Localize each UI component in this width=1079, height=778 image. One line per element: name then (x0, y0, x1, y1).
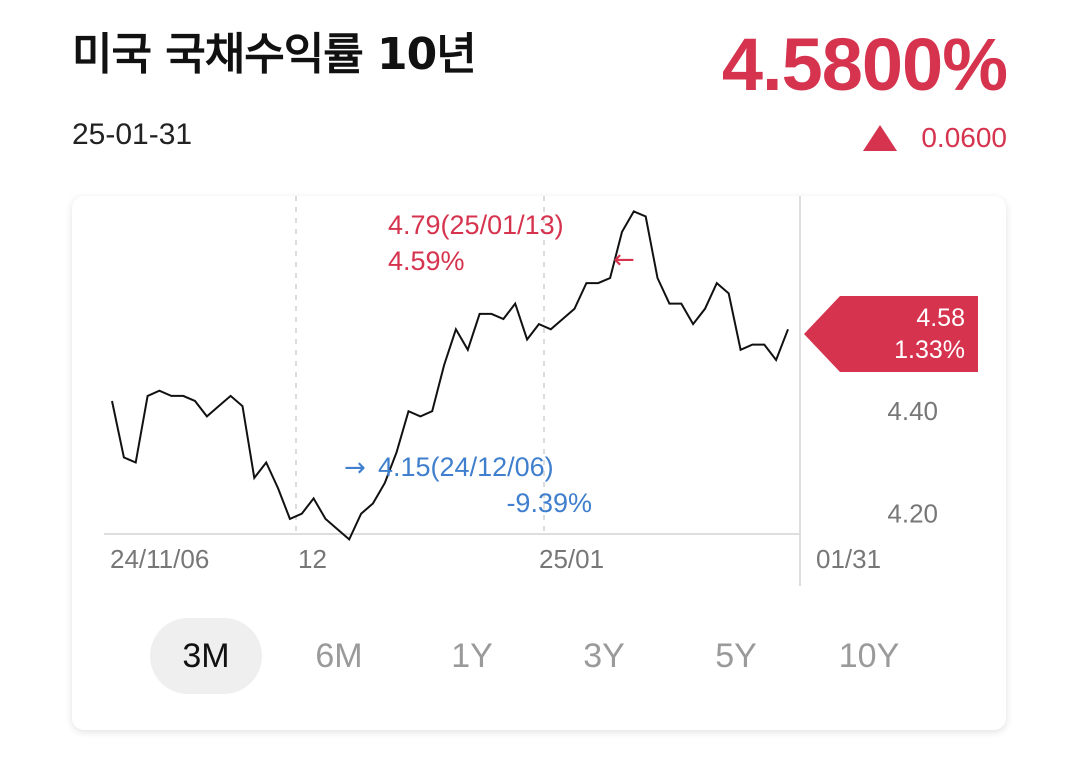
x-tick-label: 25/01 (539, 544, 604, 574)
low-annotation-label: 4.15(24/12/06) (378, 452, 554, 482)
low-arrow-icon: → (344, 453, 366, 483)
y-tick-label: 4.20 (887, 499, 938, 529)
current-tag-value: 4.58 (916, 304, 965, 332)
change-value: 0.0600 (921, 122, 1007, 153)
yield-line (111, 210, 789, 542)
tab-1y[interactable]: 1Y (451, 637, 493, 675)
x-tick-label: 24/11/06 (110, 544, 209, 574)
tab-3y[interactable]: 3Y (583, 637, 625, 675)
high-annotation-label: 4.79(25/01/13) (388, 210, 564, 240)
current-yield: 4.5800% (721, 23, 1008, 106)
tab-6m[interactable]: 6M (315, 637, 363, 675)
x-tick-label: 12 (298, 544, 327, 574)
tab-3m[interactable]: 3M (150, 618, 262, 694)
yield-chart[interactable]: 4.20 4.40 24/11/06 12 25/01 01/31 4.79(2… (72, 196, 1006, 606)
current-tag-pct: 1.33% (894, 336, 965, 364)
current-value-tag (804, 296, 978, 372)
as-of-date: 25-01-31 (72, 118, 193, 151)
tab-10y[interactable]: 10Y (838, 637, 900, 675)
up-triangle-icon (863, 125, 898, 151)
change-indicator: 0.0600 (863, 122, 1007, 154)
high-annotation-pct: 4.59% (388, 246, 465, 276)
high-arrow-icon: ← (613, 245, 635, 275)
tab-5y[interactable]: 5Y (715, 637, 757, 675)
page-title: 미국 국채수익률 10년 (72, 29, 477, 80)
period-tabs: 3M 6M 1Y 3Y 5Y 10Y (150, 618, 940, 694)
x-tick-label: 01/31 (816, 544, 881, 574)
low-annotation-pct: -9.39% (506, 488, 592, 518)
y-tick-label: 4.40 (887, 396, 938, 426)
chart-card: 4.20 4.40 24/11/06 12 25/01 01/31 4.79(2… (72, 196, 1006, 730)
